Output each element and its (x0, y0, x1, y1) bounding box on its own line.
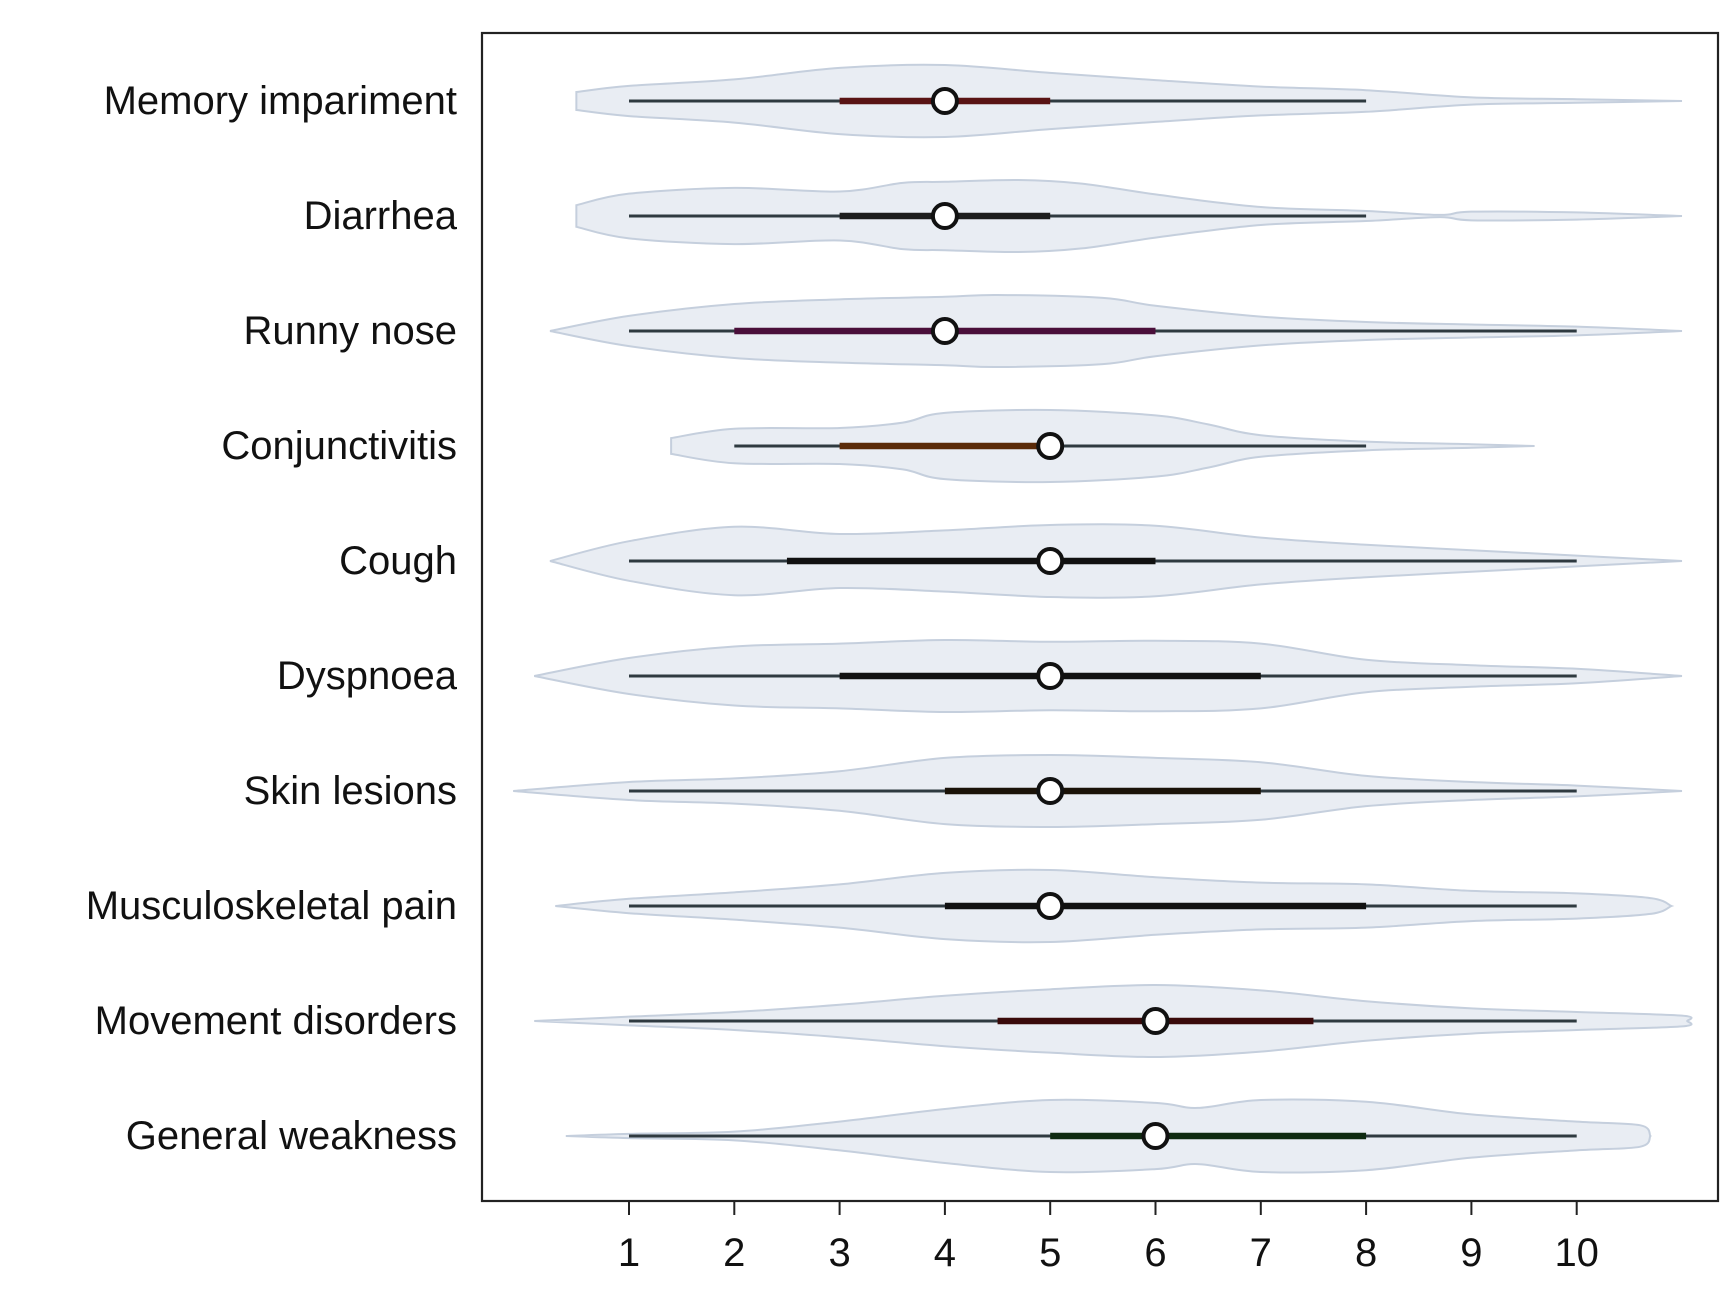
category-label: Diarrhea (304, 194, 458, 238)
x-tick-label: 3 (828, 1231, 850, 1275)
x-axis-ticks: 1 2 3 4 5 6 7 8 9 10 (618, 1201, 1599, 1275)
category-label: Dyspnoea (277, 654, 458, 698)
category-label: Skin lesions (244, 769, 457, 813)
median-marker (1036, 892, 1065, 920)
x-tick-label: 1 (618, 1231, 640, 1275)
y-axis-category-labels: Memory impariment Diarrhea Runny nose Conju… (86, 79, 458, 1158)
category-label: General weakness (126, 1114, 457, 1158)
median-marker (1141, 1122, 1170, 1150)
median-marker (930, 202, 959, 230)
medians-layer (930, 87, 1170, 1150)
median-marker (1036, 662, 1065, 690)
violins-layer (513, 63, 1693, 1174)
whiskers-layer (629, 99, 1577, 1138)
category-label: Musculoskeletal pain (86, 884, 457, 928)
x-tick-label: 2 (723, 1231, 745, 1275)
median-marker (1036, 547, 1065, 575)
category-label: Movement disorders (95, 999, 457, 1043)
x-tick-label: 6 (1144, 1231, 1166, 1275)
iqr-layer (734, 97, 1367, 1140)
x-tick-label: 7 (1250, 1231, 1272, 1275)
category-label: Conjunctivitis (221, 424, 457, 468)
category-label: Runny nose (244, 309, 457, 353)
median-marker (1036, 777, 1065, 805)
x-tick-label: 9 (1460, 1231, 1482, 1275)
median-marker (930, 317, 959, 345)
plot-area-frame (480, 31, 1720, 1203)
x-tick-label: 5 (1039, 1231, 1061, 1275)
x-tick-label: 10 (1554, 1231, 1599, 1275)
x-tick-label: 4 (934, 1231, 956, 1275)
category-label: Cough (339, 539, 457, 583)
median-marker (930, 87, 959, 115)
category-label: Memory impariment (104, 79, 457, 123)
median-marker (1141, 1007, 1170, 1035)
median-marker (1036, 432, 1065, 460)
x-tick-label: 8 (1355, 1231, 1377, 1275)
